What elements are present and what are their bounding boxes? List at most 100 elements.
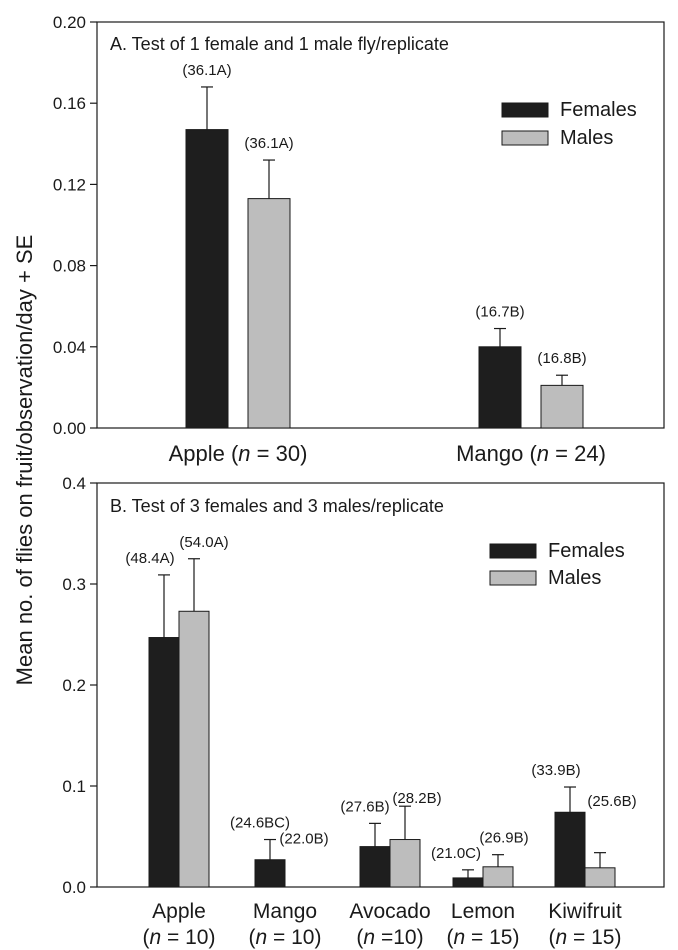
legend-label: Females bbox=[560, 99, 637, 121]
panel-title: B. Test of 3 females and 3 males/replica… bbox=[110, 496, 444, 516]
y-tick-label: 0.3 bbox=[62, 575, 86, 594]
legend-label: Males bbox=[548, 567, 601, 589]
x-category-n: (n = 15) bbox=[549, 926, 622, 949]
paren: ( bbox=[523, 441, 537, 466]
n-value: 10 bbox=[291, 926, 314, 949]
legend-label: Females bbox=[548, 540, 625, 562]
x-category-label: Lemon bbox=[451, 900, 515, 923]
data-label: (16.8B) bbox=[537, 350, 586, 367]
equals: = bbox=[567, 926, 591, 949]
y-tick-label: 0.16 bbox=[53, 94, 86, 113]
legend-label: Males bbox=[560, 127, 613, 149]
n-value: 24 bbox=[574, 441, 598, 466]
y-tick-label: 0.08 bbox=[53, 257, 86, 276]
n-symbol: n bbox=[454, 926, 466, 949]
bar-females bbox=[185, 129, 229, 429]
panel-b: 0.0 0.1 0.2 0.3 0.4 B. Test of 3 females and … bbox=[62, 474, 665, 949]
bar-females bbox=[478, 346, 522, 429]
paren: ( bbox=[225, 441, 239, 466]
equals: = bbox=[465, 926, 489, 949]
x-category-label: Kiwifruit bbox=[548, 900, 622, 923]
data-label: (36.1A) bbox=[244, 135, 293, 152]
x-category-label: Mango (n = 24) bbox=[456, 441, 606, 466]
y-tick-label: 0.4 bbox=[62, 474, 86, 493]
n-symbol: n bbox=[537, 441, 549, 466]
data-label: (27.6B) bbox=[340, 798, 389, 815]
data-label: (21.0C) bbox=[431, 845, 481, 862]
paren: ) bbox=[208, 926, 215, 949]
category-name: Mango bbox=[456, 441, 523, 466]
bar-males bbox=[389, 839, 421, 888]
equals: = bbox=[549, 441, 574, 466]
data-label: (16.7B) bbox=[475, 304, 524, 321]
panel-a: 0.00 0.04 0.08 0.12 0.16 0.20 A. Test of 1 fem… bbox=[53, 13, 665, 466]
legend-swatch-females bbox=[489, 543, 537, 559]
y-tick-label: 0.12 bbox=[53, 175, 86, 194]
x-category-label: Mango bbox=[253, 900, 317, 923]
data-label: (48.4A) bbox=[125, 550, 174, 567]
paren: ) bbox=[300, 441, 307, 466]
legend-swatch-males bbox=[501, 130, 549, 146]
paren: ) bbox=[512, 926, 519, 949]
equals: = bbox=[267, 926, 291, 949]
equals: = bbox=[375, 926, 393, 949]
data-label: (26.9B) bbox=[479, 830, 528, 847]
paren: ( bbox=[356, 926, 363, 949]
equals: = bbox=[251, 441, 276, 466]
legend-swatch-males bbox=[489, 570, 537, 586]
y-tick-label: 0.20 bbox=[53, 13, 86, 32]
category-name: Apple bbox=[169, 441, 225, 466]
n-value: 10 bbox=[185, 926, 208, 949]
x-category-label: Avocado bbox=[349, 900, 430, 923]
paren: ) bbox=[599, 441, 606, 466]
bar-females bbox=[254, 859, 286, 888]
n-value: 10 bbox=[393, 926, 416, 949]
paren: ( bbox=[143, 926, 150, 949]
data-label: (22.0B) bbox=[279, 831, 328, 848]
legend-swatch-females bbox=[501, 102, 549, 118]
paren: ( bbox=[447, 926, 454, 949]
x-category-n: (n = 10) bbox=[249, 926, 322, 949]
x-category-label: Apple bbox=[152, 900, 206, 923]
data-label: (54.0A) bbox=[179, 534, 228, 551]
plot-frame bbox=[96, 21, 665, 429]
y-tick-label: 0.1 bbox=[62, 777, 86, 796]
x-category-n: (n =10) bbox=[356, 926, 423, 949]
n-value: 30 bbox=[276, 441, 300, 466]
bar-males bbox=[540, 384, 584, 429]
x-category-label: Apple (n = 30) bbox=[169, 441, 308, 466]
paren: ) bbox=[614, 926, 621, 949]
bar-females bbox=[554, 811, 586, 888]
data-label: (24.6BC) bbox=[230, 815, 290, 832]
x-category-n: (n = 15) bbox=[447, 926, 520, 949]
y-tick-label: 0.00 bbox=[53, 419, 86, 438]
y-axis-label: Mean no. of flies on fruit/observation/d… bbox=[12, 235, 37, 686]
bar-males bbox=[482, 866, 514, 888]
data-label: (28.2B) bbox=[392, 790, 441, 807]
n-value: 15 bbox=[591, 926, 614, 949]
y-tick-label: 0.04 bbox=[53, 338, 86, 357]
n-symbol: n bbox=[363, 926, 375, 949]
bar-males bbox=[584, 867, 616, 888]
n-symbol: n bbox=[238, 441, 250, 466]
bar-females bbox=[359, 846, 391, 888]
paren: ( bbox=[249, 926, 256, 949]
paren: ( bbox=[549, 926, 556, 949]
paren: ) bbox=[314, 926, 321, 949]
bar-males bbox=[178, 610, 210, 888]
data-label: (33.9B) bbox=[531, 762, 580, 779]
n-value: 15 bbox=[489, 926, 512, 949]
bar-females bbox=[452, 877, 484, 888]
bar-males bbox=[247, 198, 291, 429]
paren: ) bbox=[417, 926, 424, 949]
y-tick-label: 0.2 bbox=[62, 676, 86, 695]
n-symbol: n bbox=[256, 926, 268, 949]
data-label: (36.1A) bbox=[182, 62, 231, 79]
y-tick-label: 0.0 bbox=[62, 878, 86, 897]
bar-females bbox=[148, 637, 180, 888]
n-symbol: n bbox=[556, 926, 568, 949]
equals: = bbox=[161, 926, 185, 949]
n-symbol: n bbox=[150, 926, 162, 949]
x-category-n: (n = 10) bbox=[143, 926, 216, 949]
